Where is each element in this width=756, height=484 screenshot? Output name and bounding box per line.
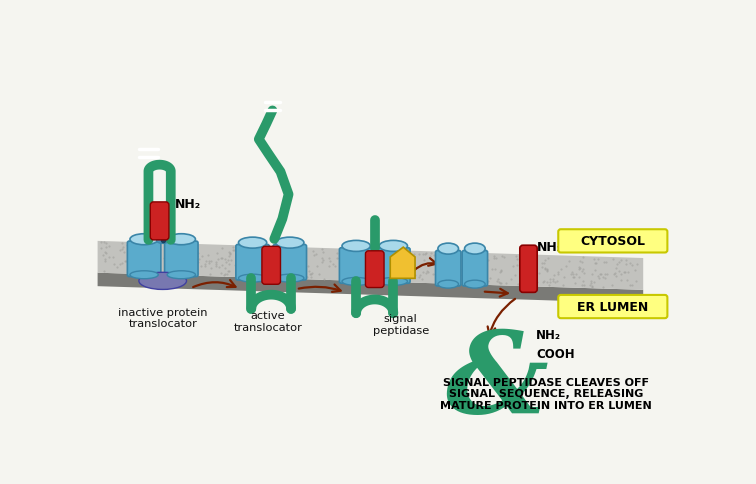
Polygon shape xyxy=(98,273,643,303)
Ellipse shape xyxy=(465,281,485,288)
Ellipse shape xyxy=(438,243,459,255)
Ellipse shape xyxy=(156,238,169,244)
FancyBboxPatch shape xyxy=(558,230,668,253)
Ellipse shape xyxy=(465,243,485,255)
Text: inactive protein
translocator: inactive protein translocator xyxy=(118,307,207,329)
Ellipse shape xyxy=(342,241,370,252)
Text: NH₂: NH₂ xyxy=(536,328,561,341)
Text: COOH: COOH xyxy=(536,348,575,361)
Ellipse shape xyxy=(380,278,407,286)
Text: signal
peptidase: signal peptidase xyxy=(373,314,429,335)
Text: active
translocator: active translocator xyxy=(234,310,302,332)
FancyBboxPatch shape xyxy=(520,246,538,293)
FancyBboxPatch shape xyxy=(262,247,280,285)
Ellipse shape xyxy=(130,234,158,245)
FancyBboxPatch shape xyxy=(558,295,668,318)
FancyBboxPatch shape xyxy=(462,251,488,287)
FancyBboxPatch shape xyxy=(365,251,384,288)
Ellipse shape xyxy=(238,274,267,283)
Text: CYTOSOL: CYTOSOL xyxy=(581,235,646,248)
Ellipse shape xyxy=(438,281,459,288)
Ellipse shape xyxy=(167,234,196,245)
Ellipse shape xyxy=(276,274,304,283)
Ellipse shape xyxy=(342,278,370,286)
Ellipse shape xyxy=(130,271,158,279)
FancyBboxPatch shape xyxy=(150,202,169,241)
Polygon shape xyxy=(98,242,643,290)
Text: NH₂: NH₂ xyxy=(538,240,563,253)
Text: SIGNAL PEPTIDASE CLEAVES OFF
SIGNAL SEQUENCE, RELEASING
MATURE PROTEIN INTO ER L: SIGNAL PEPTIDASE CLEAVES OFF SIGNAL SEQU… xyxy=(440,377,652,410)
FancyBboxPatch shape xyxy=(339,248,373,284)
FancyBboxPatch shape xyxy=(127,242,161,277)
Text: NH₂: NH₂ xyxy=(175,198,201,211)
Ellipse shape xyxy=(380,241,407,252)
Ellipse shape xyxy=(167,271,196,279)
Text: ER LUMEN: ER LUMEN xyxy=(577,301,649,314)
Ellipse shape xyxy=(276,238,304,249)
FancyBboxPatch shape xyxy=(435,251,461,287)
FancyBboxPatch shape xyxy=(273,245,306,280)
Polygon shape xyxy=(390,248,415,279)
Ellipse shape xyxy=(238,238,267,249)
FancyBboxPatch shape xyxy=(165,242,198,277)
Text: &: & xyxy=(445,326,547,437)
FancyBboxPatch shape xyxy=(376,248,410,284)
Ellipse shape xyxy=(139,272,187,290)
FancyBboxPatch shape xyxy=(236,245,269,280)
